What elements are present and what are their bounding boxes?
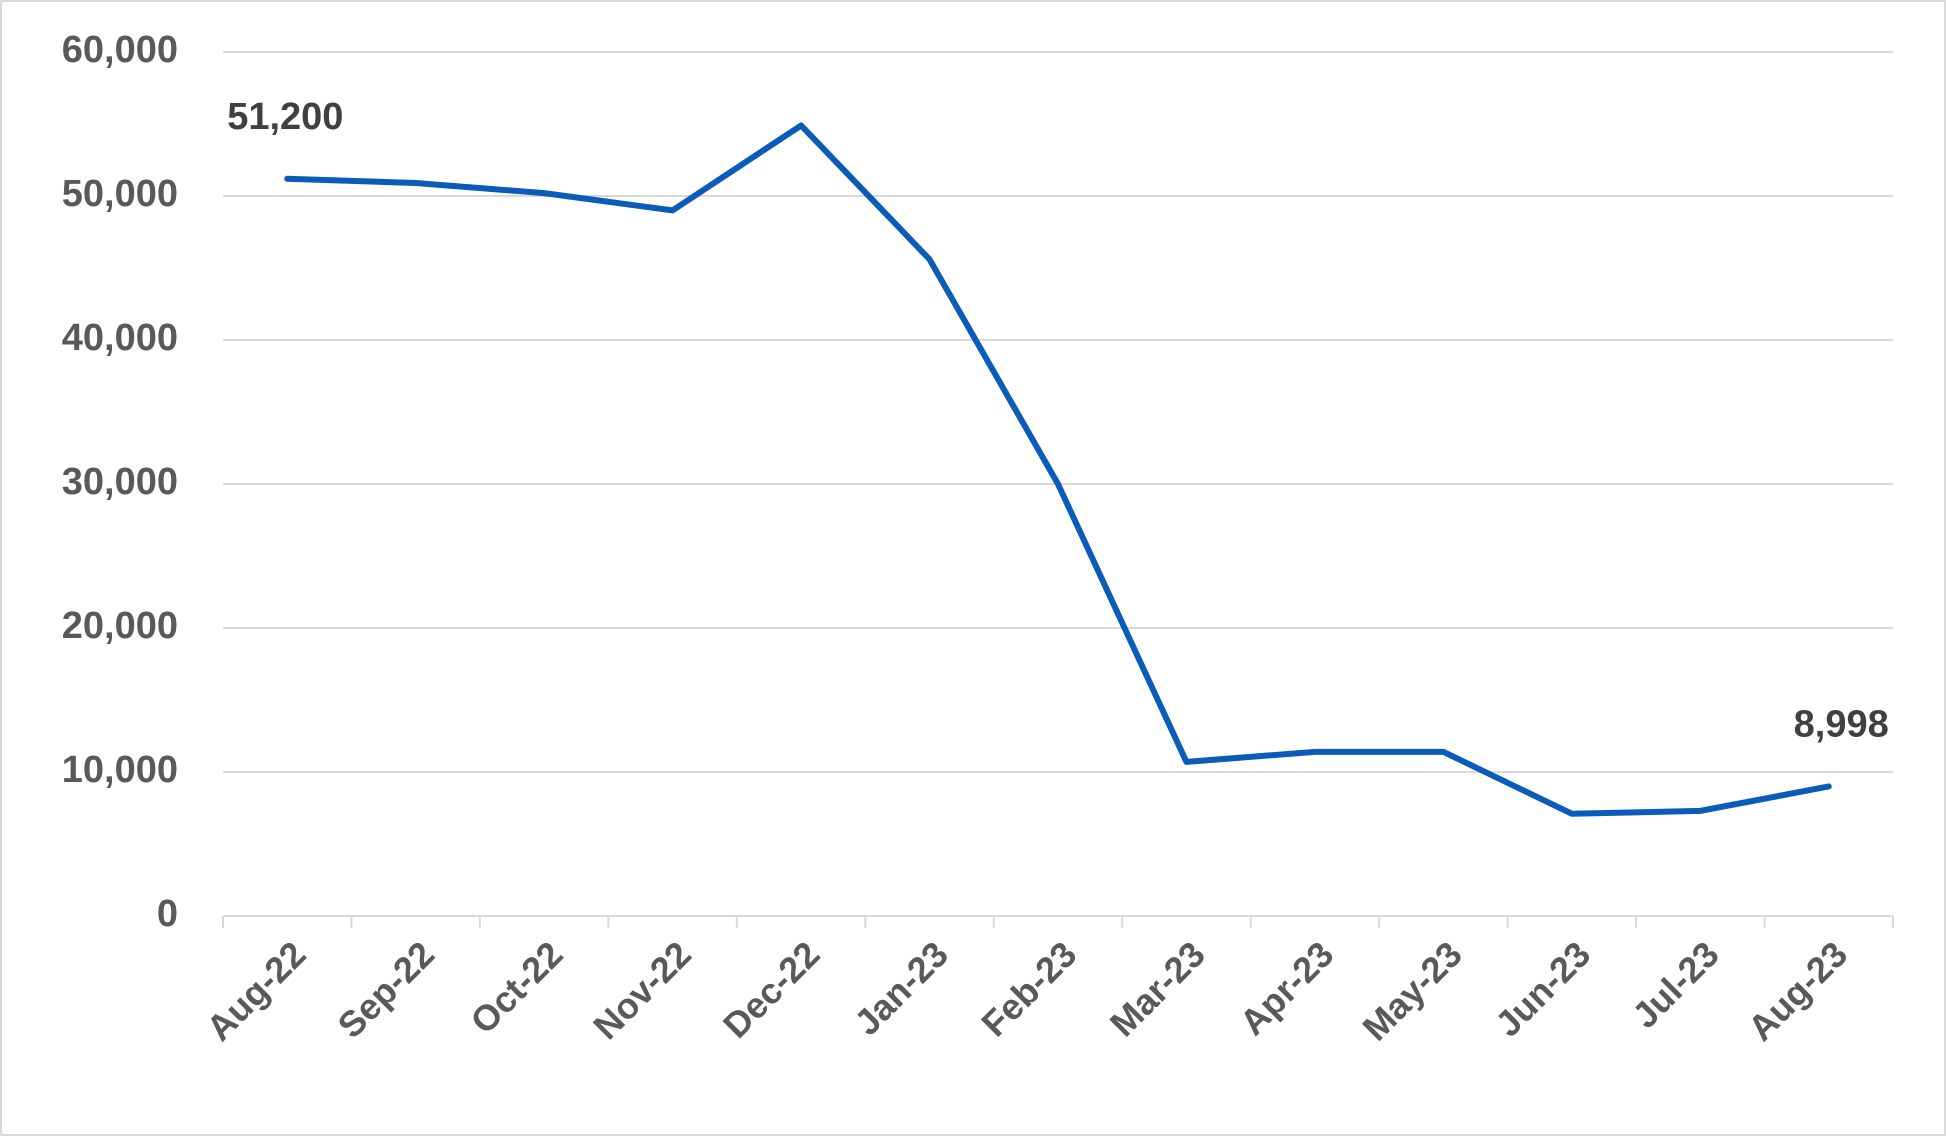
y-tick-label: 40,000 xyxy=(62,317,178,359)
data-line xyxy=(284,122,1832,817)
y-tick-label: 20,000 xyxy=(62,605,178,647)
y-tick-label: 0 xyxy=(157,893,178,935)
y-tick-label: 10,000 xyxy=(62,749,178,791)
y-tick-label: 30,000 xyxy=(62,461,178,503)
y-tick-label: 50,000 xyxy=(62,173,178,215)
y-tick-label: 60,000 xyxy=(62,29,178,71)
data-label: 8,998 xyxy=(1794,703,1889,745)
data-label: 51,200 xyxy=(227,96,343,138)
